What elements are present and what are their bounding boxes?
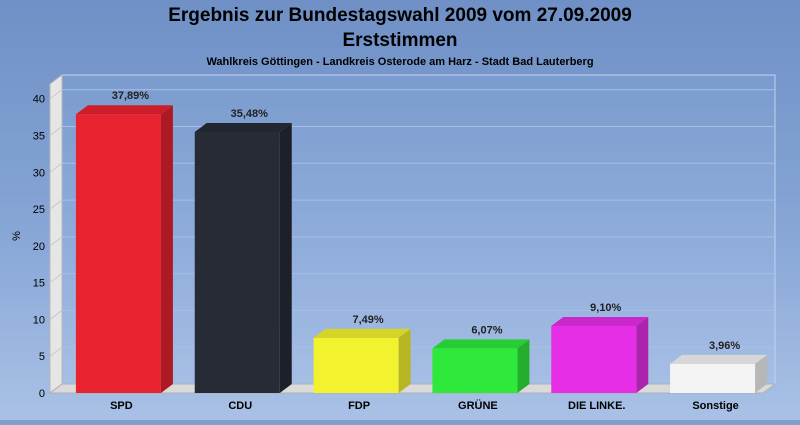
x-tick-label: SPD [110, 400, 133, 412]
bar-cdu [194, 131, 280, 393]
side-gridline [49, 199, 63, 210]
bar-side [279, 122, 292, 394]
side-gridline [49, 273, 63, 284]
bar-side [398, 328, 411, 393]
bar-fdp [313, 337, 399, 393]
data-label: 7,49% [352, 314, 383, 326]
bar-side [517, 339, 530, 393]
bar-top [75, 105, 173, 115]
bar-die-linke [551, 326, 637, 393]
side-gridline [49, 126, 63, 136]
y-tick-label: 20 [33, 241, 45, 253]
y-tick-label: 40 [33, 94, 45, 106]
bar-side [755, 354, 768, 393]
side-wall [49, 74, 63, 394]
bars [75, 105, 768, 394]
axes [48, 74, 777, 394]
y-tick-label: 35 [33, 131, 45, 143]
bar-spd [75, 114, 161, 393]
bar-side [160, 105, 173, 393]
bar-top [551, 317, 649, 327]
side-gridline [49, 89, 63, 100]
y-tick-label: 15 [33, 278, 45, 290]
side-gridline [49, 346, 63, 357]
y-tick-label: 30 [33, 167, 45, 179]
bar-top [313, 328, 411, 338]
data-label: 6,07% [471, 324, 502, 336]
chart-title-line2: Erststimmen [342, 30, 457, 51]
data-label: 37,89% [112, 90, 150, 102]
data-label: 35,48% [231, 108, 269, 120]
chart-subtitle: Wahlkreis Göttingen - Landkreis Osterode… [206, 56, 593, 68]
data-label: 3,96% [709, 340, 740, 352]
bar-side [636, 317, 649, 393]
data-label: 9,10% [590, 302, 621, 314]
y-tick-label: 5 [39, 351, 45, 363]
x-tick-label: Sonstige [692, 400, 738, 412]
chart-title: Ergebnis zur Bundestagswahl 2009 vom 27.… [168, 5, 632, 26]
side-gridline [49, 236, 63, 247]
x-tick-label: DIE LINKE. [568, 400, 625, 412]
bar-top [432, 339, 530, 349]
side-gridline [49, 310, 63, 320]
side-gridline [49, 162, 63, 173]
x-tick-label: FDP [348, 400, 370, 412]
y-tick-label: 10 [33, 314, 45, 326]
y-axis-label: % [11, 231, 23, 241]
labels: 0 5 10 15 20 25 30 35 40 37,89% SPD 35,48% CDU 7,49% F… [33, 90, 741, 412]
x-tick-label: CDU [228, 400, 252, 412]
x-tick-label: GRÜNE [458, 399, 498, 412]
bar-top [194, 122, 292, 132]
bar-gr-ne [432, 348, 518, 393]
bar-top [670, 354, 768, 364]
y-tick-label: 25 [33, 204, 45, 216]
y-tick-label: 0 [39, 388, 45, 400]
bar-sonstige [670, 363, 756, 393]
